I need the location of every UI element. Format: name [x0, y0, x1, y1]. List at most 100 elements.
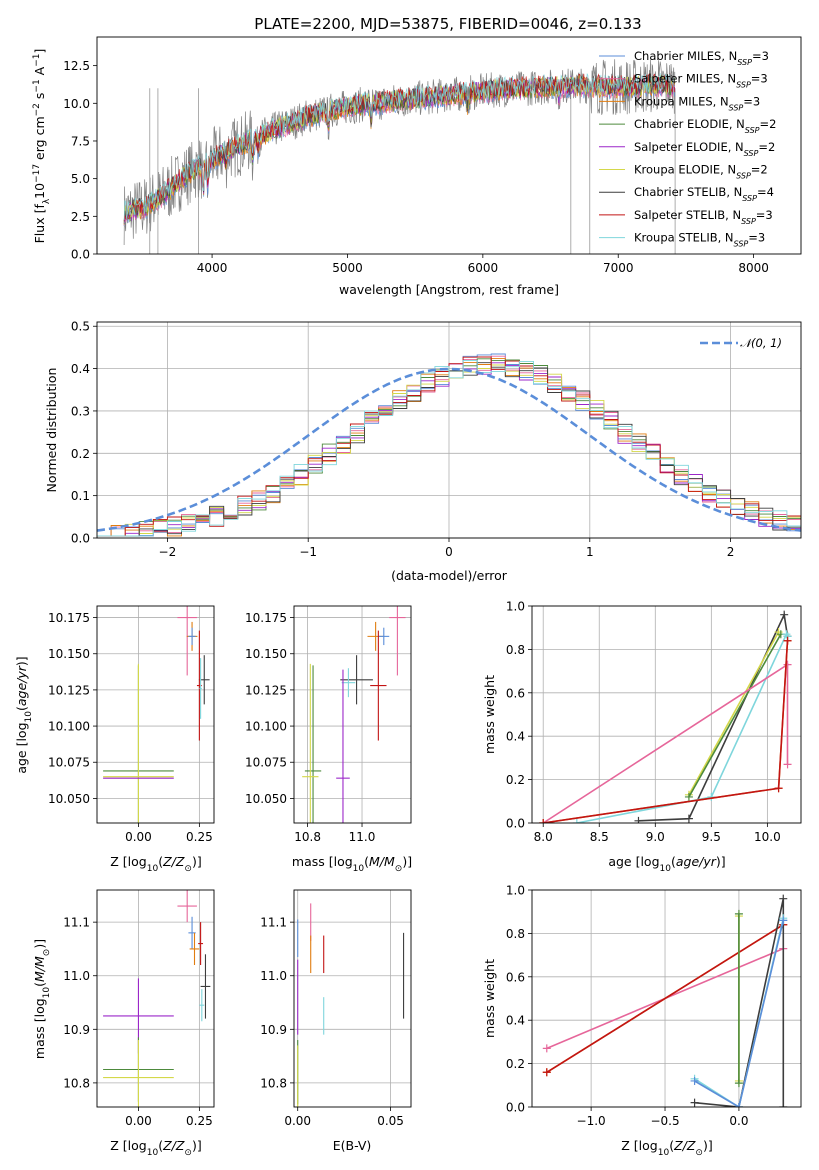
- x-tick-label: 9.5: [702, 830, 721, 844]
- x-tick-label: 11.0: [349, 830, 376, 844]
- y-tick-label: 11.1: [260, 916, 287, 930]
- axes-frame: [96, 889, 215, 1108]
- y-tick-label: 5.0: [71, 172, 90, 186]
- weight-marker: [690, 1076, 699, 1085]
- weight-marker: [783, 660, 792, 669]
- x-tick-label: 10.0: [754, 830, 781, 844]
- x-tick-label: 8.0: [534, 830, 553, 844]
- y-tick-label: 0.8: [506, 643, 525, 657]
- y-axis-label: age [log10(age/yr)]: [14, 656, 34, 773]
- weight-marker: [734, 1103, 743, 1107]
- plot-content: [103, 606, 210, 823]
- legend-entry: Chabrier MILES, NSSP=3: [634, 49, 769, 67]
- weight-line: [694, 920, 785, 1107]
- gridlines: [97, 606, 214, 823]
- panel-mass_weight_vs_Z: −1.0 −0.5 0.0 0.0 0.2 0.4 0.6 0.8 1.0 Z [log10(Z/…: [482, 884, 802, 1158]
- x-tick-label: 0.00: [284, 1114, 311, 1128]
- x-tick-label: 8000: [738, 261, 769, 275]
- y-tick-label: 10.125: [48, 683, 90, 697]
- y-tick-label: 0.3: [71, 404, 90, 418]
- panel-age_vs_Z: 0.00 0.25 10.050 10.075 10.100 10.125 10.150 10…: [14, 605, 215, 874]
- weight-series: [539, 636, 792, 823]
- panel-spectrum: 4000 5000 6000 7000 8000 0.0 2.5 5.0 7.5 10.0 12.5…: [32, 36, 802, 297]
- y-tick-label: 0.6: [506, 970, 525, 984]
- x-tick-label: 0.00: [125, 830, 152, 844]
- figure-title: PLATE=2200, MJD=53875, FIBERID=0046, z=0…: [254, 15, 641, 33]
- errorbar-point: [103, 1040, 174, 1107]
- model-spectrum: [123, 73, 675, 221]
- y-tick-label: 0.4: [506, 1014, 525, 1028]
- weight-line: [542, 663, 789, 823]
- x-tick-label: 7000: [603, 261, 634, 275]
- errorbar-point: [188, 627, 196, 646]
- legend-entry: Kroupa MILES, NSSP=3: [634, 94, 760, 112]
- weight-line: [688, 633, 782, 798]
- y-tick-label: 0.2: [506, 773, 525, 787]
- y-axis-label: mass [log10(M/M⊙)]: [32, 939, 52, 1059]
- y-tick-label: 10.150: [48, 647, 90, 661]
- axes-frame: [96, 605, 215, 824]
- weight-line: [543, 640, 789, 823]
- errorbar-point: [378, 627, 390, 646]
- y-axis-label: Normed distribution: [44, 368, 59, 493]
- plot-content: [302, 606, 406, 823]
- x-axis-label: mass [log10(M/M⊙)]: [292, 854, 412, 874]
- y-tick-label: 11.0: [63, 969, 90, 983]
- x-axis-label: age [log10(age/yr)]: [608, 854, 725, 874]
- y-tick-label: 0.2: [71, 447, 90, 461]
- weight-series: [634, 610, 792, 823]
- errorbar-point: [177, 890, 197, 923]
- x-tick-label: 0: [445, 545, 453, 559]
- weight-line: [638, 611, 789, 822]
- y-tick-label: 0.8: [506, 927, 525, 941]
- errorbar-point: [304, 665, 322, 823]
- errorbar-point: [199, 989, 205, 1022]
- weight-marker: [539, 819, 548, 823]
- legend-entry: Chabrier STELIB, NSSP=4: [634, 185, 774, 203]
- axes-frame: [96, 321, 802, 539]
- gridlines: [294, 890, 411, 1107]
- x-tick-label: 0.0: [729, 1114, 748, 1128]
- x-tick-label: 9.0: [646, 830, 665, 844]
- axes-frame: [531, 605, 802, 824]
- y-tick-label: 1.0: [506, 600, 525, 614]
- plot-content: [97, 353, 801, 538]
- x-axis-label: wavelength [Angstrom, rest frame]: [339, 282, 559, 297]
- y-tick-label: 0.6: [506, 686, 525, 700]
- x-axis-label: E(B-V): [333, 1138, 372, 1153]
- errorbar-point: [189, 932, 200, 966]
- y-tick-label: 10.9: [260, 1023, 287, 1037]
- x-axis-label: Z [log10(Z/Z⊙)]: [110, 854, 201, 874]
- x-tick-label: 0.00: [125, 1114, 152, 1128]
- legend-entry: Chabrier ELODIE, NSSP=2: [634, 117, 776, 135]
- gridlines: [97, 322, 801, 539]
- histogram-kroupa-stelib: [97, 359, 801, 538]
- weight-marker: [779, 916, 788, 925]
- weight-series: [690, 894, 788, 1107]
- legend-entry: Salpeter STELIB, NSSP=3: [634, 208, 773, 226]
- x-tick-label: −2: [159, 545, 177, 559]
- weight-marker: [542, 1044, 551, 1053]
- y-tick-label: 0.0: [71, 532, 90, 546]
- y-tick-label: 10.100: [48, 720, 90, 734]
- plot-content: [103, 890, 211, 1107]
- y-tick-label: 10.100: [245, 720, 287, 734]
- y-tick-label: 10.175: [48, 611, 90, 625]
- errorbar-point: [103, 663, 174, 823]
- x-tick-label: −0.5: [650, 1114, 679, 1128]
- weight-series: [734, 909, 743, 1088]
- errorbar-point: [389, 606, 406, 676]
- y-tick-label: 0.0: [71, 248, 90, 262]
- gridlines: [97, 890, 214, 1107]
- y-tick-label: 10.8: [260, 1076, 287, 1090]
- y-tick-label: 11.0: [260, 969, 287, 983]
- weight-series: [690, 916, 788, 1107]
- y-tick-label: 11.1: [63, 916, 90, 930]
- panel-age_vs_mass: 10.8 11.0 10.050 10.075 10.100 10.125 10.150 10…: [245, 605, 412, 874]
- x-tick-label: −1: [299, 545, 317, 559]
- weight-series: [539, 636, 792, 823]
- y-tick-label: 0.4: [71, 362, 90, 376]
- axes-frame: [293, 889, 412, 1108]
- y-tick-label: 1.0: [506, 884, 525, 898]
- y-tick-label: 0.0: [506, 817, 525, 831]
